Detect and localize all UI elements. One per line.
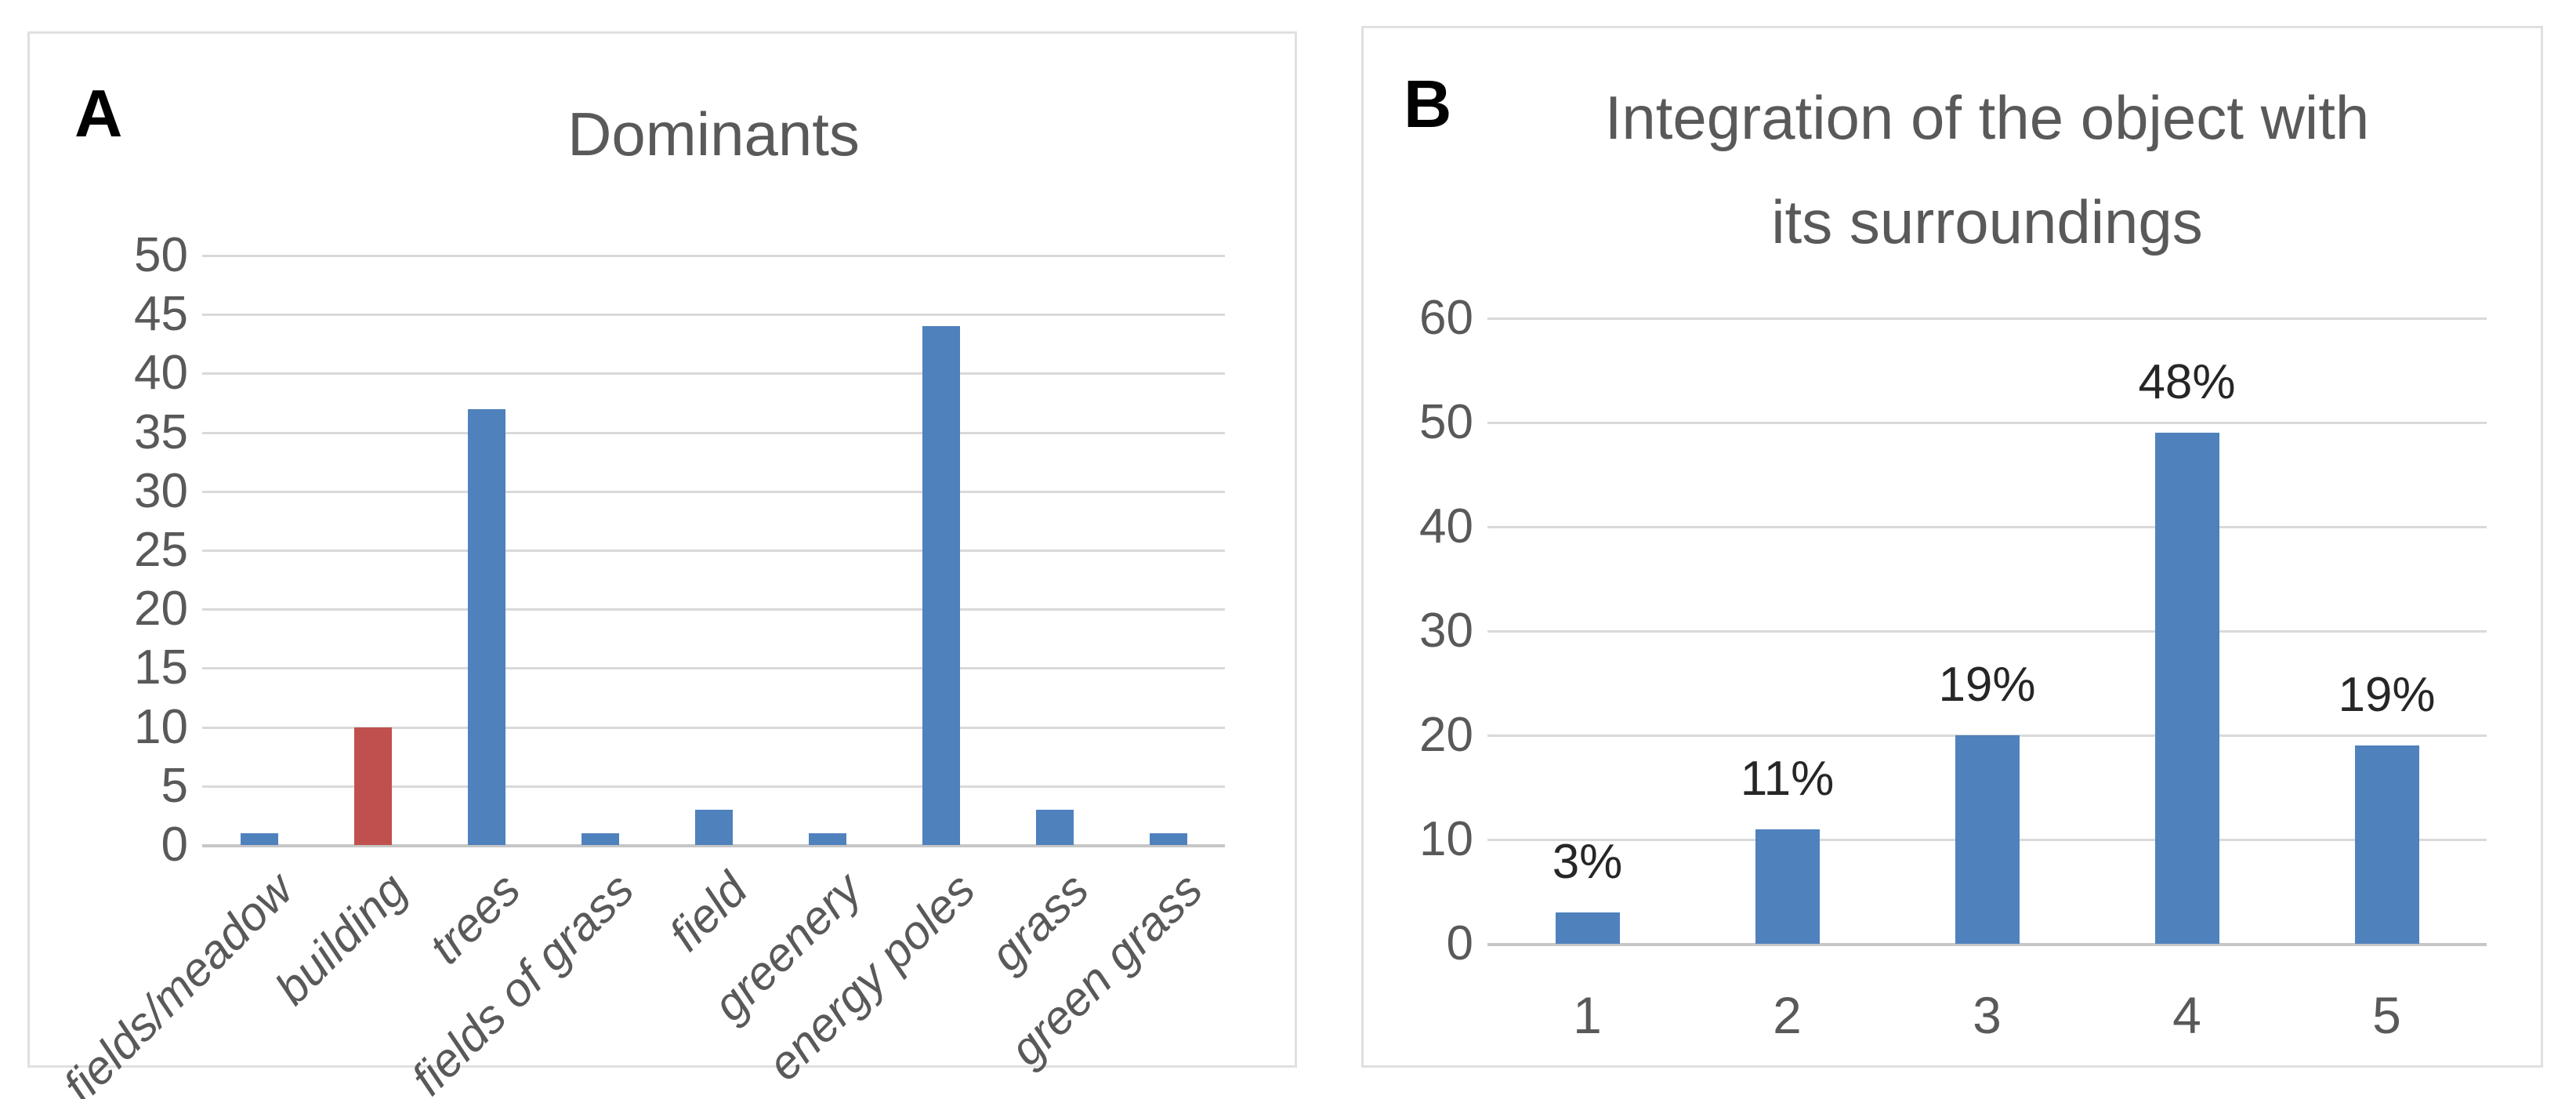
- y-tick-a-10: 10: [134, 699, 188, 754]
- bar-energy-poles: [922, 326, 960, 845]
- y-tick-b-20: 20: [1419, 708, 1473, 762]
- bar-field: [694, 809, 733, 845]
- y-tick-b-60: 60: [1419, 291, 1473, 345]
- y-tick-b-0: 0: [1446, 916, 1473, 970]
- bar-grass: [1035, 809, 1074, 845]
- y-tick-a-50: 50: [134, 228, 188, 282]
- y-tick-a-20: 20: [134, 582, 188, 637]
- x-label-5: 5: [2372, 986, 2401, 1044]
- y-tick-a-45: 45: [134, 287, 188, 342]
- bar-trees: [467, 408, 505, 845]
- y-tick-a-5: 5: [161, 758, 188, 813]
- panel-label-a: A: [74, 77, 123, 151]
- panel-label-b: B: [1404, 67, 1452, 142]
- y-tick-a-0: 0: [161, 818, 188, 872]
- bar-fields-of-grass: [581, 832, 619, 845]
- data-label-3: 19%: [1938, 658, 2036, 712]
- y-tick-a-15: 15: [134, 640, 188, 695]
- y-tick-a-30: 30: [134, 463, 188, 518]
- panel-dominants-chart: A Dominants 0 5 10 15 20 25 30 35 40 45 50 fields/m…: [27, 31, 1297, 1099]
- x-label-1: 1: [1573, 986, 1602, 1044]
- y-tick-a-40: 40: [134, 346, 188, 401]
- x-label-field: field: [659, 862, 758, 961]
- chart-a-title: Dominants: [567, 100, 860, 169]
- gridline-a-50: [202, 255, 1225, 257]
- x-label-3: 3: [1973, 986, 2002, 1044]
- gridline-a-35: [202, 431, 1225, 434]
- bar-3: [1955, 735, 2020, 944]
- bar-2: [1755, 829, 1820, 944]
- gridline-b-30: [1487, 630, 2487, 633]
- gridline-b-50: [1487, 422, 2487, 424]
- gridline-b-60: [1487, 317, 2487, 320]
- bar-5: [2354, 745, 2419, 944]
- y-tick-a-35: 35: [134, 404, 188, 459]
- chart-b-title-line-2: its surroundings: [1771, 187, 2203, 256]
- gridline-a-40: [202, 372, 1225, 375]
- bar-1: [1555, 912, 1620, 944]
- chart-b-title: Integration of the object with its surro…: [1487, 66, 2487, 274]
- bar-greenery: [808, 832, 846, 845]
- y-tick-b-10: 10: [1419, 812, 1473, 866]
- bar-building: [353, 727, 392, 845]
- x-label-2: 2: [1773, 986, 1802, 1044]
- data-label-2: 11%: [1740, 751, 1835, 806]
- data-label-1: 3%: [1552, 835, 1623, 890]
- data-label-4: 48%: [2138, 355, 2236, 410]
- gridline-a-25: [202, 550, 1225, 552]
- x-label-fields-meadow: fields/meadow: [53, 862, 303, 1099]
- gridline-b-0: [1487, 943, 2487, 946]
- gridline-a-5: [202, 785, 1225, 788]
- gridline-b-40: [1487, 526, 2487, 528]
- gridline-a-30: [202, 490, 1225, 493]
- chart-a-plot-area: [202, 255, 1225, 847]
- panel-integration-chart: B Integration of the object with its sur…: [1361, 26, 2543, 1068]
- gridline-a-20: [202, 608, 1225, 611]
- x-label-4: 4: [2172, 986, 2201, 1044]
- data-label-5: 19%: [2338, 668, 2436, 723]
- y-tick-b-30: 30: [1419, 604, 1473, 658]
- gridline-a-15: [202, 667, 1225, 670]
- gridline-a-0: [202, 844, 1225, 847]
- y-tick-a-25: 25: [134, 523, 188, 577]
- gridline-a-10: [202, 726, 1225, 729]
- y-tick-b-40: 40: [1419, 499, 1473, 553]
- chart-b-title-line-1: Integration of the object with: [1604, 83, 2370, 152]
- bar-green-grass: [1149, 832, 1187, 845]
- y-tick-b-50: 50: [1419, 395, 1473, 449]
- gridline-a-45: [202, 314, 1225, 317]
- bar-fields-meadow: [240, 832, 278, 845]
- chart-b-plot-area: [1487, 317, 2487, 946]
- bar-4: [2154, 433, 2219, 944]
